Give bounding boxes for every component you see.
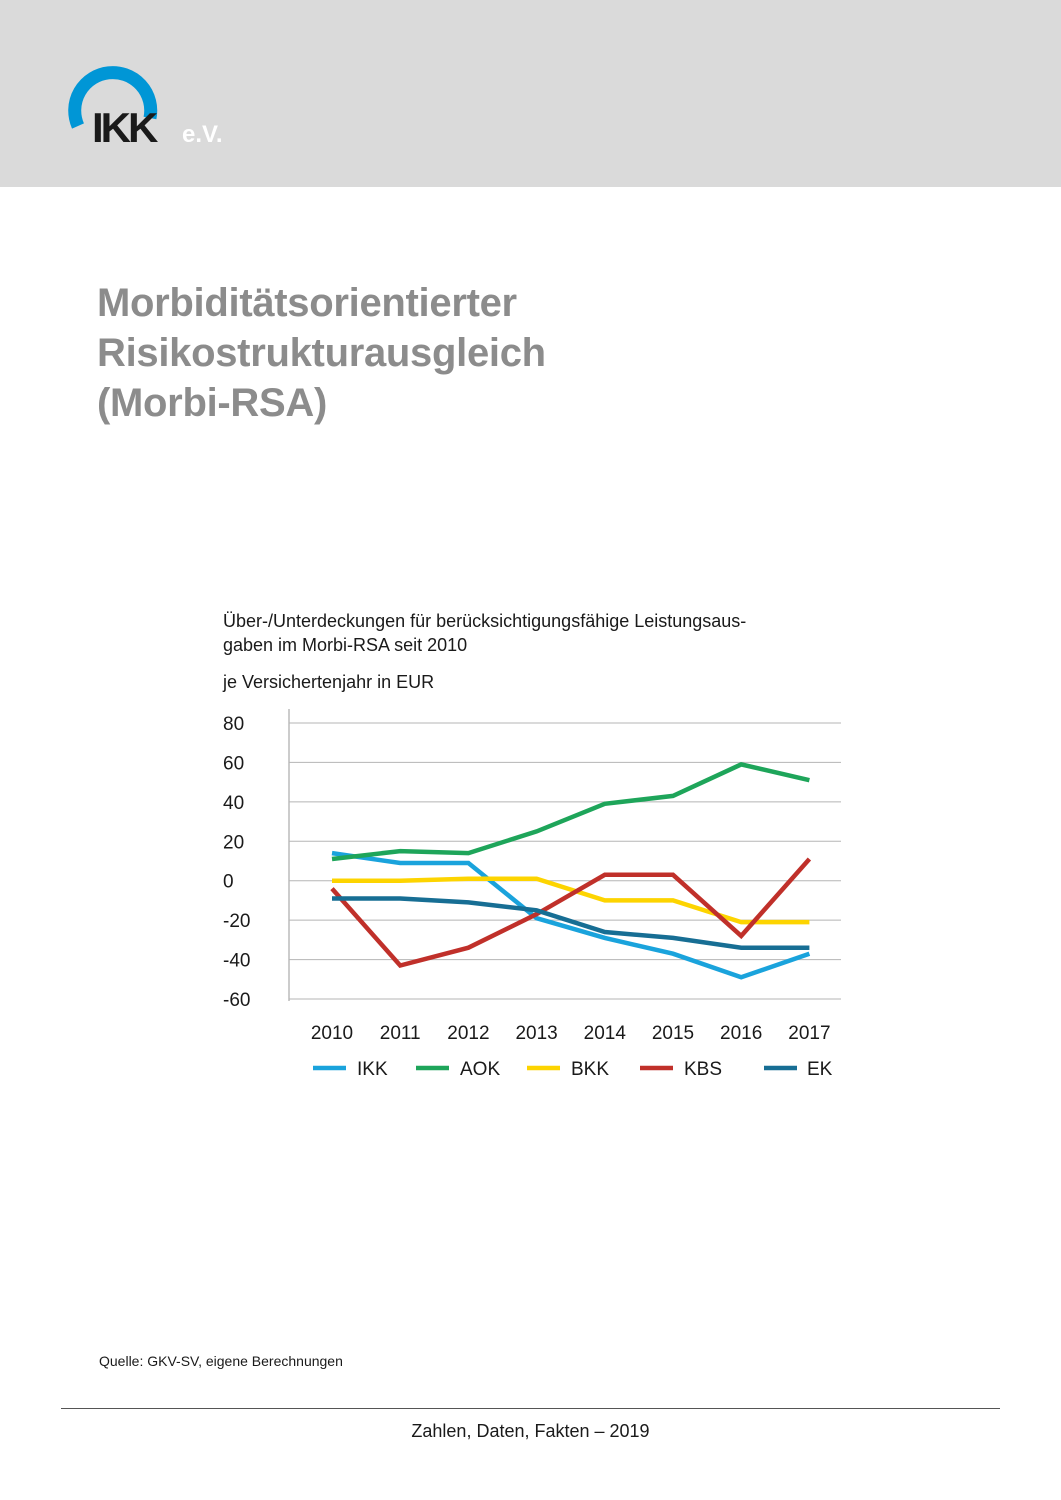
x-tick-label: 2012 bbox=[447, 1023, 489, 1044]
y-tick-label: -40 bbox=[223, 951, 250, 972]
header-band bbox=[0, 0, 1061, 187]
series-line-ikk bbox=[331, 850, 811, 980]
y-tick-label: 20 bbox=[223, 832, 244, 853]
y-tick-label: 0 bbox=[223, 872, 234, 893]
footer-divider bbox=[61, 1408, 1000, 1409]
series-line-aok bbox=[331, 762, 810, 862]
y-tick-label: 80 bbox=[223, 714, 244, 735]
chart-title-line: Über-/Unterdeckungen für berücksichtigun… bbox=[223, 611, 747, 631]
y-tick-label: 40 bbox=[223, 793, 244, 814]
ikk-logo: IKK e.V. bbox=[68, 66, 223, 151]
page-title-line: (Morbi-RSA) bbox=[97, 381, 327, 425]
chart-title-line: gaben im Morbi-RSA seit 2010 bbox=[223, 635, 468, 655]
page-title-line: Risikostrukturausgleich bbox=[97, 331, 546, 375]
line-chart: 80 60 40 20 0 -20 -40 -60 2010 2011 2012 2013 2014 20… bbox=[223, 709, 841, 1080]
chart-subtitle: je Versichertenjahr in EUR bbox=[223, 672, 435, 692]
logo-text: IKK bbox=[92, 104, 158, 151]
logo-suffix: e.V. bbox=[182, 121, 223, 148]
legend-label-aok: AOK bbox=[460, 1059, 500, 1080]
chart-title: Über-/Unterdeckungen für berücksichtigun… bbox=[223, 609, 843, 657]
logo-ring-icon bbox=[68, 66, 158, 129]
legend-label-bkk: BKK bbox=[571, 1059, 609, 1080]
x-tick-label: 2016 bbox=[720, 1023, 762, 1044]
series-line-bkk bbox=[332, 876, 810, 925]
x-tick-label: 2017 bbox=[788, 1023, 830, 1044]
source-note: Quelle: GKV-SV, eigene Berechnungen bbox=[99, 1353, 343, 1369]
x-tick-label: 2010 bbox=[311, 1023, 353, 1044]
y-tick-label: -20 bbox=[223, 911, 250, 932]
series-line-kbs bbox=[330, 857, 812, 969]
footer-text: Zahlen, Daten, Fakten – 2019 bbox=[411, 1421, 650, 1441]
y-tick-label: -60 bbox=[223, 990, 250, 1011]
legend-label-ikk: IKK bbox=[357, 1059, 388, 1080]
x-tick-label: 2013 bbox=[515, 1023, 557, 1044]
x-tick-label: 2015 bbox=[652, 1023, 694, 1044]
page-title-line: Morbiditätsorientierter bbox=[97, 281, 517, 325]
legend-label-kbs: KBS bbox=[684, 1059, 722, 1080]
x-tick-label: 2011 bbox=[380, 1023, 421, 1044]
y-tick-label: 60 bbox=[223, 753, 244, 774]
series-line-ek bbox=[332, 896, 810, 950]
legend-label-ek: EK bbox=[807, 1059, 833, 1080]
x-tick-label: 2014 bbox=[584, 1023, 627, 1044]
page-title: Morbiditätsorientierter Risikostrukturau… bbox=[97, 278, 897, 428]
